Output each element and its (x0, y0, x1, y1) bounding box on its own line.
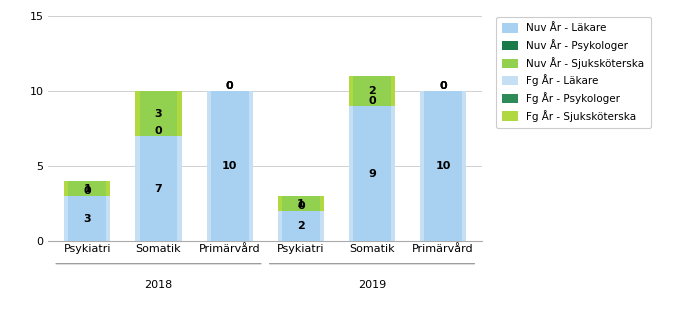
Bar (64, 181, 110, 196)
Text: 0: 0 (440, 81, 447, 91)
Text: 0: 0 (226, 81, 234, 91)
Bar (68, 196, 106, 241)
Text: 9: 9 (368, 169, 376, 179)
Bar (140, 91, 178, 136)
Bar (136, 136, 182, 241)
Text: 0: 0 (440, 81, 447, 91)
Text: 3: 3 (83, 214, 91, 224)
Text: 10: 10 (222, 161, 238, 171)
Text: 0: 0 (155, 126, 163, 136)
Bar (278, 211, 324, 241)
Text: 0: 0 (226, 81, 234, 91)
Text: 2: 2 (297, 221, 305, 231)
Bar (282, 196, 320, 211)
Bar (424, 91, 462, 241)
Bar (353, 76, 391, 106)
Text: 0: 0 (368, 96, 376, 106)
Bar (207, 91, 253, 241)
Bar (282, 211, 320, 241)
Text: 0: 0 (297, 201, 305, 211)
Text: 2018: 2018 (145, 280, 173, 290)
Bar (140, 136, 178, 241)
Text: 7: 7 (154, 184, 163, 194)
Text: 2019: 2019 (358, 280, 386, 290)
Legend: Nuv År - Läkare, Nuv År - Psykologer, Nuv År - Sjuksköterska, Fg År - Läkare, Fg: Nuv År - Läkare, Nuv År - Psykologer, Nu… (496, 17, 651, 128)
Bar (353, 106, 391, 241)
Text: 10: 10 (435, 161, 451, 171)
Bar (211, 91, 249, 241)
Bar (349, 106, 395, 241)
Text: 1: 1 (83, 184, 91, 194)
Text: 3: 3 (155, 109, 163, 119)
Bar (420, 91, 466, 241)
Bar (64, 196, 110, 241)
Bar (136, 91, 182, 136)
Text: 2: 2 (368, 86, 376, 96)
Bar (278, 196, 324, 211)
Text: 1: 1 (297, 199, 305, 209)
Text: 0: 0 (83, 186, 91, 196)
Bar (349, 76, 395, 106)
Bar (68, 181, 106, 196)
